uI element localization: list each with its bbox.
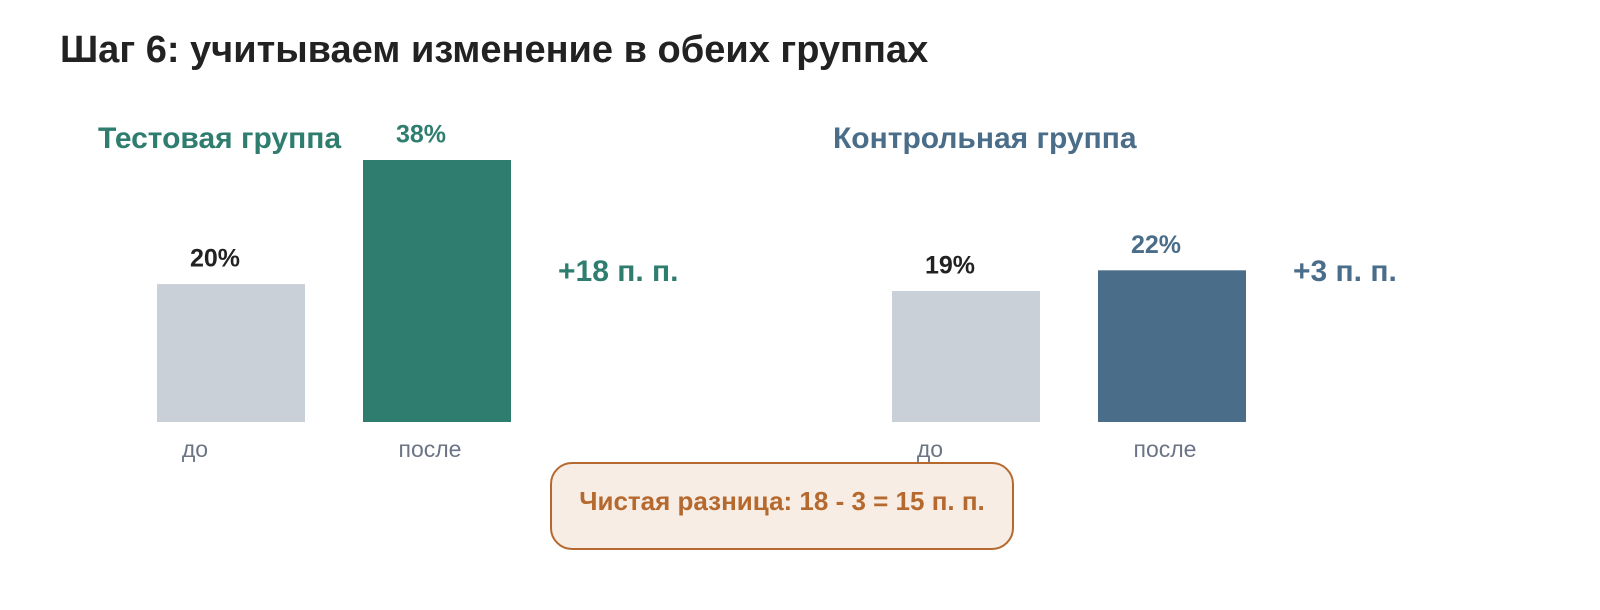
x-tick-label: после xyxy=(399,436,462,462)
change-annotation: +3 п. п. xyxy=(1293,255,1397,288)
net-difference-note: Чистая разница: 18 - 3 = 15 п. п. xyxy=(550,462,1014,550)
bar xyxy=(157,284,305,422)
bar xyxy=(1098,270,1246,422)
value-label: 22% xyxy=(1131,231,1181,259)
value-label: 20% xyxy=(190,245,240,273)
value-label: 38% xyxy=(396,121,446,149)
x-tick-label: до xyxy=(917,436,943,462)
bar xyxy=(363,160,511,422)
group-title: Тестовая группа xyxy=(98,122,341,155)
bar xyxy=(892,291,1040,422)
page-title: Шаг 6: учитываем изменение в обеих групп… xyxy=(60,29,928,71)
group-title: Контрольная группа xyxy=(833,122,1137,155)
value-label: 19% xyxy=(925,252,975,280)
change-annotation: +18 п. п. xyxy=(558,255,678,288)
x-tick-label: до xyxy=(182,436,208,462)
x-tick-label: после xyxy=(1134,436,1197,462)
